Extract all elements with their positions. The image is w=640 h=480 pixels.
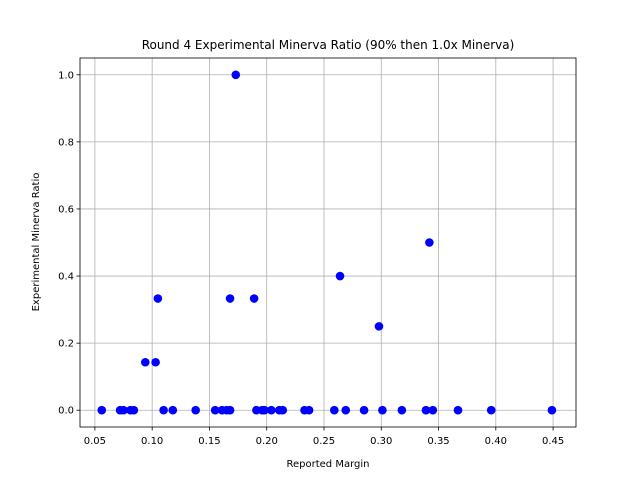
y-tick-label: 0.0 (58, 406, 74, 417)
y-tick-label: 0.6 (58, 204, 74, 215)
y-tick-label: 0.2 (58, 339, 74, 350)
data-point (486, 405, 496, 415)
data-point (140, 357, 150, 367)
x-tick-label: 0.25 (313, 436, 335, 447)
data-point (249, 294, 259, 303)
data-point (335, 271, 345, 281)
data-point (260, 405, 269, 415)
data-point (397, 405, 407, 415)
x-axis: 0.05 0.10 0.15 0.20 0.25 0.30 0.35 0.40 0.45 (84, 427, 564, 447)
x-tick-label: 0.20 (256, 436, 278, 447)
x-tick-label: 0.10 (141, 436, 163, 447)
plot-frame (79, 57, 577, 428)
data-point (153, 294, 163, 303)
y-tick-label: 1.0 (58, 70, 74, 81)
data-point (225, 294, 235, 303)
data-point (168, 405, 178, 415)
data-point (453, 405, 463, 415)
grid (80, 58, 576, 427)
data-point (304, 405, 314, 415)
data-point (341, 405, 351, 415)
y-axis-label: Experimental Minerva Ratio (31, 173, 42, 312)
x-tick-label: 0.05 (84, 436, 106, 447)
data-points (97, 70, 557, 415)
x-tick-label: 0.40 (485, 436, 507, 447)
data-point (191, 405, 200, 415)
data-point (359, 405, 369, 415)
data-point (129, 405, 139, 415)
x-tick-label: 0.35 (427, 436, 449, 447)
x-axis-label: Reported Margin (287, 459, 370, 470)
data-point (231, 70, 241, 80)
data-point (428, 405, 438, 415)
data-point (225, 405, 235, 415)
data-point (159, 405, 168, 415)
data-point (266, 405, 276, 415)
x-tick-label: 0.45 (542, 436, 564, 447)
y-axis: 0.0 0.2 0.4 0.6 0.8 1.0 (58, 70, 80, 417)
y-tick-label: 0.4 (58, 272, 74, 283)
data-point (278, 405, 288, 415)
x-tick-label: 0.15 (198, 436, 220, 447)
data-point (425, 238, 434, 247)
data-point (97, 405, 107, 415)
data-point (378, 405, 387, 415)
data-point (547, 405, 557, 415)
data-point (151, 357, 160, 367)
data-point (119, 405, 128, 415)
data-point (421, 405, 431, 415)
x-tick-label: 0.30 (370, 436, 392, 447)
chart-title: Round 4 Experimental Minerva Ratio (90% … (142, 38, 515, 52)
data-point (210, 405, 220, 415)
data-point (330, 405, 339, 415)
y-tick-label: 0.8 (58, 137, 74, 148)
data-point (374, 322, 384, 331)
